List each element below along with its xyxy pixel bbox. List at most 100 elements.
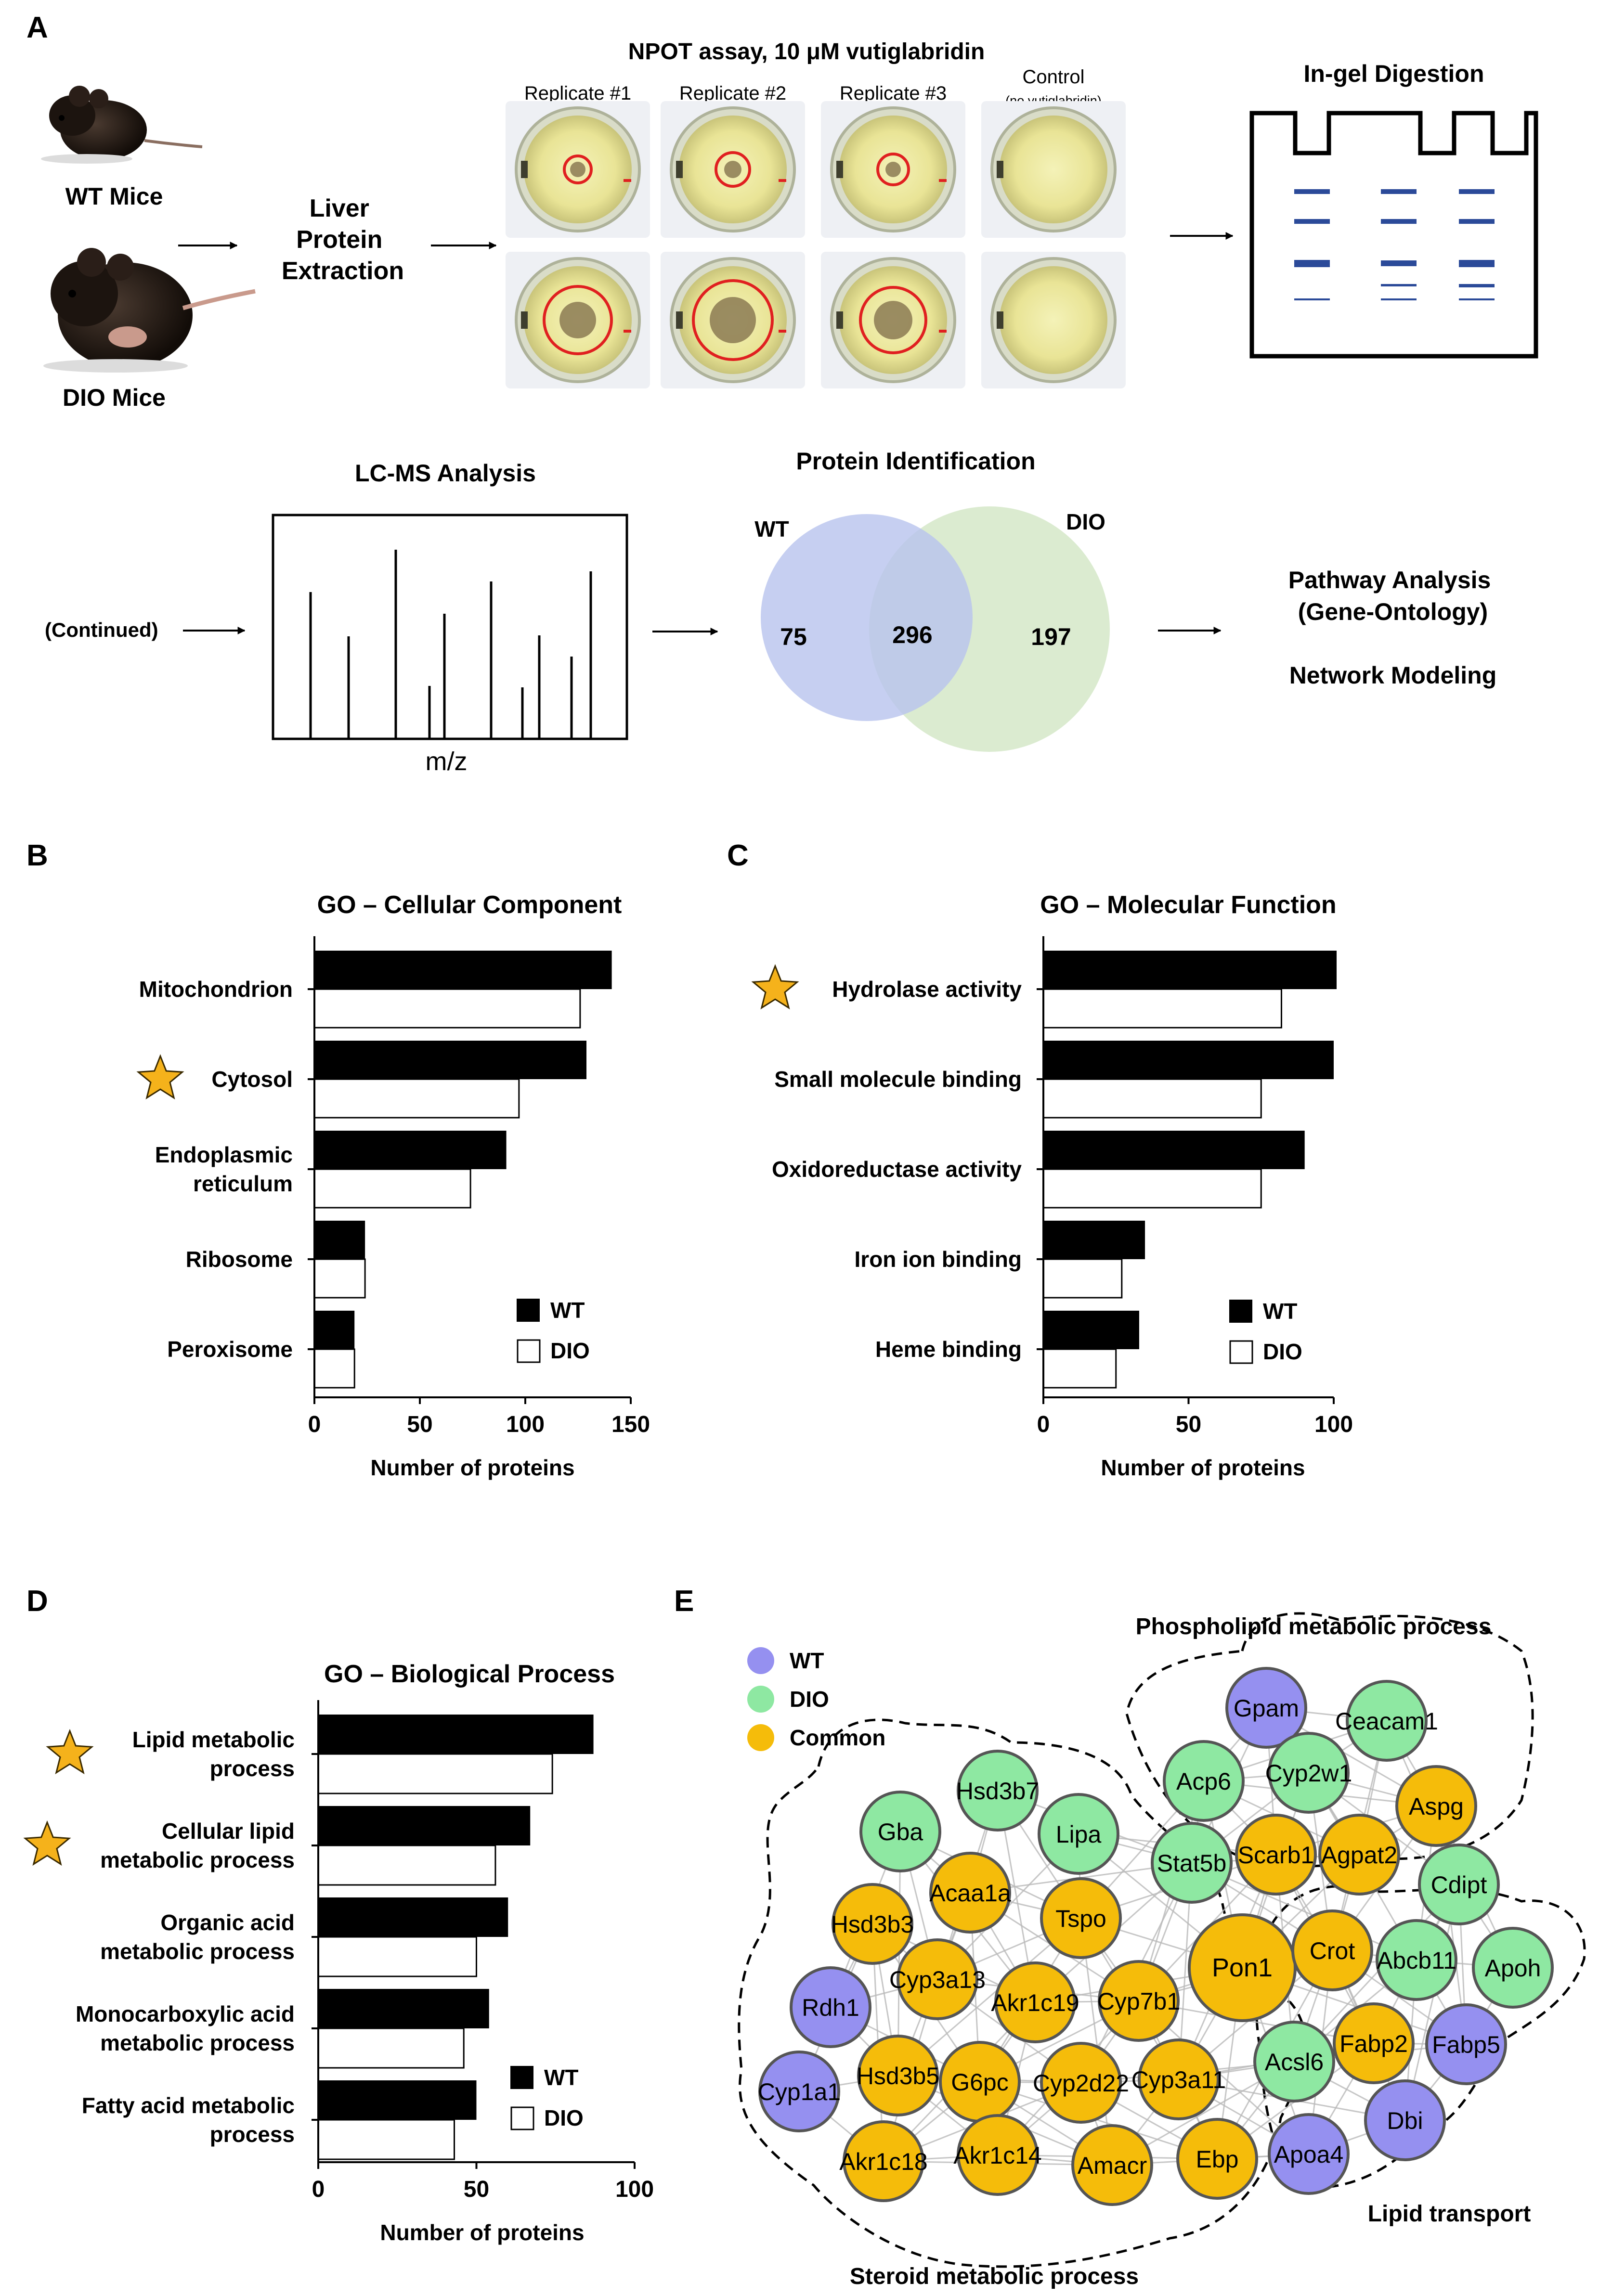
bar-wt [314, 1131, 507, 1169]
node-akr1c19: Akr1c19 [991, 1961, 1079, 2043]
x-tick-label: 100 [615, 2177, 654, 2202]
legend-wt-label: WT [544, 2065, 579, 2090]
npot-dish [661, 101, 805, 238]
node-rdh1: Rdh1 [790, 1966, 871, 2048]
dish-ring [692, 279, 774, 361]
node-crot: Crot [1291, 1909, 1373, 1991]
panel-c-title: GO – Molecular Function [1040, 891, 1336, 919]
category-label-line: Oxidoreductase activity [772, 1157, 1022, 1182]
node-scarb1: Scarb1 [1235, 1814, 1317, 1896]
category-label-line: process [210, 1756, 295, 1781]
panel-b-title: GO – Cellular Component [317, 891, 622, 919]
node-label: Aspg [1409, 1793, 1464, 1820]
star-icon [23, 1820, 71, 1866]
bar-wt [314, 951, 612, 989]
node-acp6: Acp6 [1163, 1740, 1245, 1822]
category-label-line: Endoplasmic [155, 1142, 293, 1167]
node-circle [859, 1791, 941, 1872]
node-circle [1040, 2042, 1122, 2124]
node-label: Pon1 [1212, 1953, 1273, 1982]
x-tick-label: 0 [312, 2177, 325, 2202]
node-label: Abcb11 [1377, 1947, 1456, 1974]
bar-wt [1043, 951, 1337, 989]
node-hsd3b3: Hsd3b3 [831, 1883, 914, 1965]
dish-ring [859, 286, 927, 354]
x-tick-label: 100 [506, 1412, 545, 1437]
bar-dio [317, 1753, 553, 1794]
node-label: Cyp2w1 [1265, 1760, 1352, 1787]
bar-dio [313, 1168, 471, 1209]
mz-axis-label: m/z [426, 747, 468, 776]
npot-dish [506, 101, 650, 238]
wt-mouse-image [41, 86, 203, 164]
bar-dio [313, 988, 581, 1029]
node-amacr: Amacr [1071, 2124, 1153, 2206]
x-tick-label: 50 [1176, 1412, 1201, 1437]
dish-spot [724, 161, 741, 178]
dish-tab [521, 311, 528, 329]
legend-common-dot [747, 1724, 774, 1751]
dish-spot [874, 301, 912, 339]
panel-letter-a: A [26, 11, 48, 44]
replicate-1-label: Replicate #1 [524, 83, 631, 104]
node-label: Crot [1310, 1937, 1355, 1964]
node-label: Akr1c18 [839, 2148, 927, 2175]
x-tick-label: 0 [308, 1412, 321, 1437]
bar-dio [1042, 1168, 1262, 1209]
legend-dio-swatch [510, 2106, 534, 2130]
npot-dish [506, 252, 650, 388]
node-label: Dbi [1387, 2107, 1423, 2134]
node-label: Tspo [1055, 1905, 1106, 1932]
node-cyp3a11: Cyp3a11 [1131, 2038, 1226, 2120]
node-circle [843, 2120, 924, 2202]
npot-dish [981, 252, 1126, 388]
lcms-spectrum-box [272, 514, 628, 740]
network-modeling-label: Network Modeling [1289, 662, 1497, 689]
x-axis-label: Number of proteins [380, 2220, 584, 2245]
dish-tab [997, 161, 1003, 178]
bar-wt [314, 1311, 355, 1349]
node-circle [1425, 2003, 1507, 2085]
node-circle [1395, 1765, 1477, 1847]
x-tick-label: 100 [1314, 1412, 1353, 1437]
group-boundary-steroid [738, 1718, 1307, 2268]
dish-scale-mark [624, 330, 631, 333]
dish-tab [836, 161, 843, 178]
node-circle [832, 1883, 913, 1965]
star-icon [136, 1054, 184, 1100]
node-gba: Gba [859, 1791, 941, 1872]
x-tick-label: 50 [464, 2177, 489, 2202]
node-circle [957, 2114, 1039, 2196]
node-label: Gpam [1234, 1695, 1299, 1722]
protein-id-title: Protein Identification [796, 448, 1035, 475]
group-label-steroid: Steroid metabolic process [850, 2264, 1139, 2289]
category-label-line: Heme binding [875, 1337, 1022, 1362]
node-lipa: Lipa [1038, 1793, 1119, 1875]
dish-ring [876, 153, 910, 186]
node-label: Ceacam1 [1335, 1708, 1438, 1735]
venn-wt-circle [761, 514, 973, 721]
node-circle [1138, 2038, 1220, 2120]
dish-ring [543, 285, 613, 355]
category-label: Monocarboxylic acid metabolic process [76, 2001, 295, 2055]
panel-letter-b: B [26, 839, 48, 872]
node-circle [1268, 2113, 1350, 2195]
bar-wt [1043, 1311, 1139, 1349]
legend-dio-label: DIO [790, 1687, 829, 1712]
legend-dio-label: DIO [544, 2105, 584, 2130]
node-circle [1291, 1909, 1373, 1991]
node-circle [957, 1750, 1039, 1832]
bar-dio [1042, 1078, 1262, 1119]
legend-dio-swatch [1229, 1340, 1253, 1364]
node-label: Acp6 [1176, 1768, 1231, 1795]
dish-scale-mark [939, 179, 947, 182]
legend-wt-dot [747, 1647, 774, 1674]
panel-letter-e: E [674, 1585, 694, 1618]
node-label: Acaa1a [929, 1880, 1011, 1907]
dio-mice-label: DIO Mice [63, 384, 166, 411]
dish-tab [676, 161, 683, 178]
bar-dio [1042, 1348, 1117, 1389]
bar-wt [318, 1806, 531, 1845]
node-circle [1163, 1740, 1245, 1822]
